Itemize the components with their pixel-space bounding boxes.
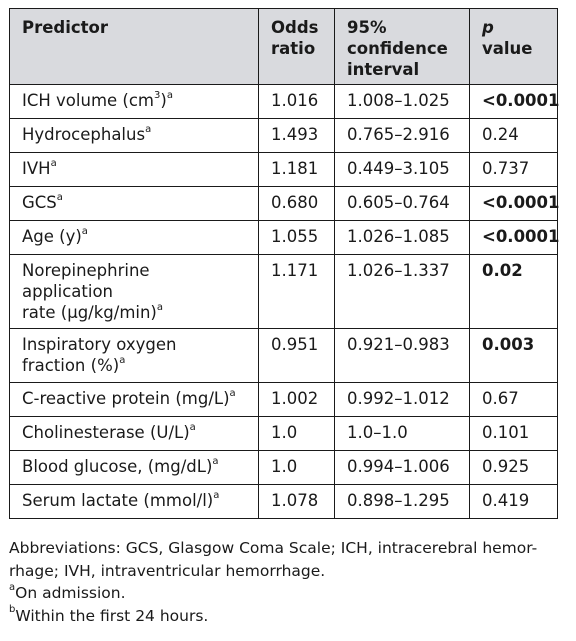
- confidence-interval-cell: 0.765–2.916: [334, 118, 470, 153]
- odds-ratio-cell: 1.002: [258, 382, 335, 417]
- table-row: Serum lactate (mmol/l)a 1.078 0.898–1.295 0…: [9, 484, 558, 519]
- odds-ratio-cell: 1.016: [258, 84, 335, 119]
- predictor-cell: C-reactive protein (mg/L)a: [9, 382, 259, 417]
- odds-ratio-cell: 1.171: [258, 254, 335, 329]
- confidence-interval-cell: 0.449–3.105: [334, 152, 470, 187]
- confidence-interval-cell: 1.0–1.0: [334, 416, 470, 451]
- header-confidence-interval: 95% confidence interval: [334, 8, 470, 85]
- predictor-cell: ICH volume (cm3)a: [9, 84, 259, 119]
- p-value-cell: 0.101: [469, 416, 558, 451]
- confidence-interval-cell: 1.026–1.337: [334, 254, 470, 329]
- p-value-cell: 0.419: [469, 484, 558, 519]
- predictor-cell: Cholinesterase (U/L)a: [9, 416, 259, 451]
- table-row: C-reactive protein (mg/L)a 1.002 0.992–1.0…: [9, 382, 558, 417]
- predictor-cell: Norepinephrine application rate (µg/kg/min…: [9, 254, 259, 329]
- confidence-interval-cell: 1.008–1.025: [334, 84, 470, 119]
- table-row: Inspiratory oxygen fraction (%)a 0.951 0.92…: [9, 328, 558, 383]
- predictor-cell: IVHa: [9, 152, 259, 187]
- table-row: Norepinephrine application rate (µg/kg/min…: [9, 254, 558, 329]
- table-row: GCSa 0.680 0.605–0.764 <0.0001: [9, 186, 560, 221]
- table-row: IVHa 1.181 0.449–3.105 0.737: [9, 152, 558, 187]
- predictor-cell: Inspiratory oxygen fraction (%)a: [9, 328, 259, 383]
- predictor-cell: Blood glucose, (mg/dL)a: [9, 450, 259, 485]
- p-value-cell: 0.003: [469, 328, 558, 383]
- header-odds-ratio: Odds ratio: [258, 8, 335, 85]
- table-row: Hydrocephalusa 1.493 0.765–2.916 0.24: [9, 118, 558, 153]
- table-row: Age (y)a 1.055 1.026–1.085 <0.0001: [9, 220, 560, 255]
- odds-ratio-cell: 1.055: [258, 220, 335, 255]
- odds-ratio-cell: 1.078: [258, 484, 335, 519]
- odds-ratio-cell: 1.493: [258, 118, 335, 153]
- odds-ratio-cell: 0.951: [258, 328, 335, 383]
- predictor-cell: GCSa: [9, 186, 259, 221]
- abbreviations-note: Abbreviations: GCS, Glasgow Coma Scale; …: [9, 539, 538, 580]
- predictor-cell: Serum lactate (mmol/l)a: [9, 484, 259, 519]
- p-value-cell: <0.0001: [469, 220, 560, 255]
- table-row: ICH volume (cm3)a 1.016 1.008–1.025 <0.0001: [9, 84, 560, 119]
- p-value-cell: 0.02: [469, 254, 558, 329]
- table-row: Blood glucose, (mg/dL)a 1.0 0.994–1.006 0.9…: [9, 450, 558, 485]
- confidence-interval-cell: 0.605–0.764: [334, 186, 470, 221]
- confidence-interval-cell: 0.898–1.295: [334, 484, 470, 519]
- confidence-interval-cell: 0.992–1.012: [334, 382, 470, 417]
- confidence-interval-cell: 0.921–0.983: [334, 328, 470, 383]
- p-value-cell: 0.737: [469, 152, 558, 187]
- p-value-cell: 0.925: [469, 450, 558, 485]
- header-p-value: p value: [469, 8, 558, 85]
- odds-ratio-cell: 1.181: [258, 152, 335, 187]
- odds-ratio-cell: 0.680: [258, 186, 335, 221]
- footnote-b: bWithin the first 24 hours.: [9, 604, 209, 625]
- predictor-cell: Age (y)a: [9, 220, 259, 255]
- p-value-cell: <0.0001: [469, 186, 560, 221]
- header-predictor: Predictor: [9, 8, 259, 85]
- footnote-a: aOn admission.: [9, 581, 126, 602]
- header-row: Predictor Odds ratio 95% confidence interva…: [9, 8, 558, 85]
- table-footnotes: Abbreviations: GCS, Glasgow Coma Scale; …: [9, 537, 569, 627]
- odds-ratio-cell: 1.0: [258, 416, 335, 451]
- confidence-interval-cell: 1.026–1.085: [334, 220, 470, 255]
- regression-table: Predictor Odds ratio 95% confidence interva…: [9, 8, 560, 519]
- p-value-cell: 0.24: [469, 118, 558, 153]
- p-value-cell: <0.0001: [469, 84, 560, 119]
- predictor-cell: Hydrocephalusa: [9, 118, 259, 153]
- table-row: Cholinesterase (U/L)a 1.0 1.0–1.0 0.101: [9, 416, 558, 451]
- odds-ratio-cell: 1.0: [258, 450, 335, 485]
- p-value-cell: 0.67: [469, 382, 558, 417]
- confidence-interval-cell: 0.994–1.006: [334, 450, 470, 485]
